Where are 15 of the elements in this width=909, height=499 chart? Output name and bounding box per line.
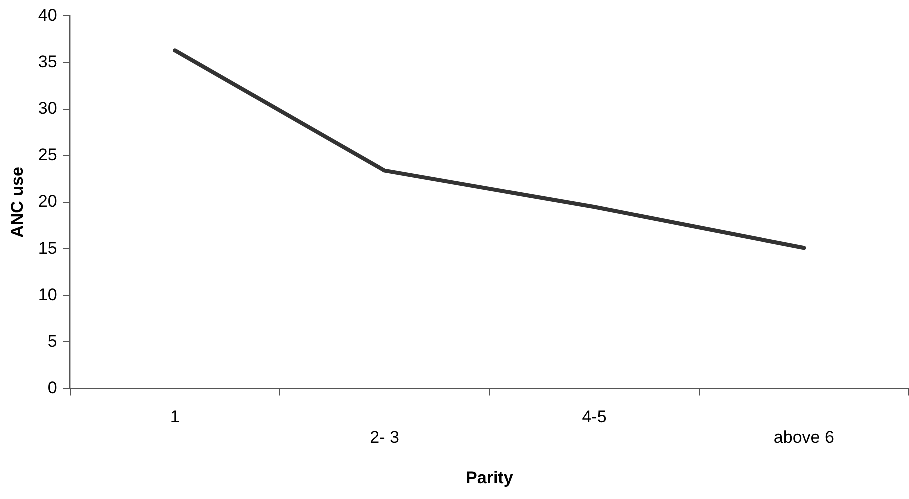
y-tick-label: 10: [38, 285, 58, 304]
y-tick-label: 20: [38, 192, 58, 212]
x-axis-title: Parity: [466, 468, 514, 488]
y-tick-label: 5: [48, 332, 58, 351]
y-tick-label: 35: [38, 52, 58, 72]
x-tick-label: above 6: [774, 428, 834, 448]
y-axis-title: ANC use: [8, 167, 27, 238]
y-tick-label: 30: [38, 99, 58, 118]
x-tick-label: 2- 3: [370, 428, 400, 448]
x-tick-label: 4-5: [582, 408, 607, 427]
y-tick-label: 0: [48, 378, 58, 398]
y-tick-label: 40: [38, 6, 58, 25]
x-tick-label: 1: [170, 408, 180, 427]
y-tick-label: 15: [38, 238, 58, 258]
y-tick-label: 25: [38, 146, 58, 165]
